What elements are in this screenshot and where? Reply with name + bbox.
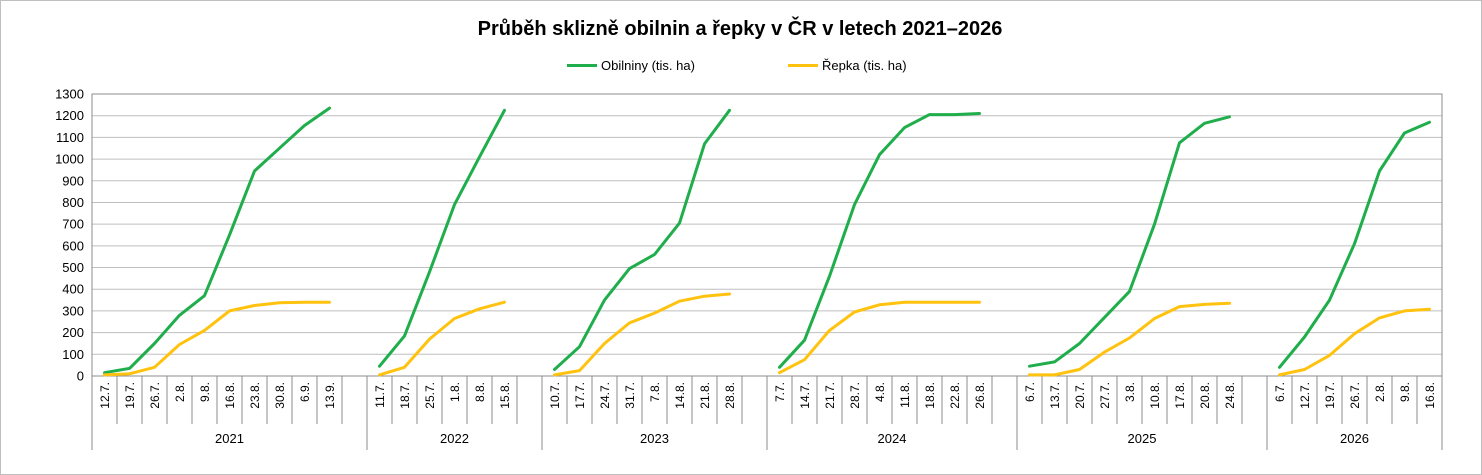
x-tick-label-2021-3: 2.8.	[173, 382, 187, 402]
y-tick-label-1100: 1100	[56, 130, 84, 145]
series-line-repka-2024	[778, 300, 981, 375]
y-tick-label-1200: 1200	[55, 108, 84, 123]
x-tick-label-2024-5: 11.8.	[898, 382, 912, 408]
x-tick-label-2025-4: 3.8.	[1123, 382, 1137, 402]
x-tick-label-2025-8: 24.8.	[1223, 382, 1237, 409]
year-label-2026: 2026	[1340, 431, 1369, 446]
series-line-obilniny-2025	[1028, 115, 1231, 368]
y-tick-label-200: 200	[62, 325, 84, 340]
x-tick-label-2024-4: 4.8.	[873, 382, 887, 402]
x-tick-label-2026-5: 9.8.	[1398, 382, 1412, 402]
series-line-repka-2026	[1278, 307, 1431, 377]
legend-swatch-obilniny	[567, 64, 597, 67]
x-tick-label-2022-2: 25.7.	[423, 382, 437, 409]
x-tick-label-2025-6: 17.8.	[1173, 382, 1187, 409]
x-tick-label-2024-1: 14.7.	[798, 382, 812, 409]
x-tick-label-2025-3: 27.7.	[1098, 382, 1112, 409]
y-tick-label-600: 600	[62, 238, 84, 253]
y-tick-label-300: 300	[62, 303, 84, 318]
x-tick-label-2023-6: 21.8.	[698, 382, 712, 409]
y-tick-label-1300: 1300	[55, 87, 84, 102]
series-line-obilniny-2021	[103, 106, 331, 375]
series-line-repka-2021	[103, 300, 331, 377]
chart-title: Průběh sklizně obilnin a řepky v ČR v le…	[477, 18, 1003, 40]
y-tick-label-100: 100	[62, 347, 84, 362]
x-tick-label-2021-5: 16.8.	[223, 382, 237, 409]
x-tick-label-2026-6: 16.8.	[1423, 382, 1437, 409]
y-tick-label-800: 800	[62, 195, 84, 210]
x-tick-label-2025-7: 20.8.	[1198, 382, 1212, 409]
series-line-repka-2025	[1028, 301, 1231, 377]
x-tick-label-2024-0: 7.7.	[773, 382, 787, 402]
x-tick-label-2026-4: 2.8.	[1373, 382, 1387, 402]
x-tick-label-2021-4: 9.8.	[198, 382, 212, 402]
x-tick-label-2023-0: 10.7.	[548, 382, 562, 409]
x-tick-label-2026-3: 26.7.	[1348, 382, 1362, 409]
x-tick-label-2024-2: 21.7.	[823, 382, 837, 409]
x-tick-label-2023-4: 7.8.	[648, 382, 662, 402]
series-line-repka-2023	[553, 292, 731, 377]
x-tick-label-2022-1: 18.7.	[398, 382, 412, 409]
x-tick-label-2025-1: 13.7.	[1048, 382, 1062, 409]
x-tick-label-2025-5: 10.8.	[1148, 382, 1162, 409]
x-tick-label-2023-1: 17.7.	[573, 382, 587, 409]
legend-item-repka: Řepka (tis. ha)	[788, 58, 907, 73]
y-tick-label-700: 700	[62, 217, 84, 232]
legend-label-obilniny: Obilniny (tis. ha)	[601, 58, 695, 73]
x-tick-label-2026-2: 19.7.	[1323, 382, 1337, 409]
year-label-2022: 2022	[440, 431, 469, 446]
y-tick-label-0: 0	[77, 369, 84, 384]
x-tick-label-2023-3: 31.7.	[623, 382, 637, 409]
x-tick-label-2021-7: 30.8.	[273, 382, 287, 409]
x-tick-label-2024-7: 22.8.	[948, 382, 962, 409]
x-tick-label-2022-5: 15.8.	[498, 382, 512, 409]
series-line-obilniny-2024	[778, 112, 981, 369]
y-tick-label-900: 900	[62, 173, 84, 188]
series-line-repka-2022	[378, 300, 506, 377]
legend-swatch-repka	[788, 64, 818, 67]
series-line-obilniny-2023	[553, 108, 731, 371]
series-line-obilniny-2022	[378, 108, 506, 368]
x-tick-label-2021-1: 19.7.	[123, 382, 137, 409]
y-tick-label-1000: 1000	[55, 152, 84, 167]
year-label-2025: 2025	[1128, 431, 1157, 446]
chart-legend: Obilniny (tis. ha) Řepka (tis. ha)	[0, 58, 1480, 78]
series-line-obilniny-2026	[1278, 120, 1431, 369]
x-tick-label-2023-7: 28.8.	[723, 382, 737, 409]
legend-item-obilniny: Obilniny (tis. ha)	[567, 58, 695, 73]
x-tick-label-2025-0: 6.7.	[1023, 382, 1037, 402]
x-tick-label-2021-8: 6.9.	[298, 382, 312, 402]
x-tick-label-2023-2: 24.7.	[598, 382, 612, 409]
x-tick-label-2023-5: 14.8.	[673, 382, 687, 409]
x-tick-label-2022-4: 8.8.	[473, 382, 487, 402]
year-label-2023: 2023	[640, 431, 669, 446]
x-tick-label-2024-6: 18.8.	[923, 382, 937, 409]
x-tick-label-2021-6: 23.8.	[248, 382, 262, 409]
x-tick-label-2022-0: 11.7.	[373, 382, 387, 408]
y-tick-label-500: 500	[62, 260, 84, 275]
legend-label-repka: Řepka (tis. ha)	[822, 58, 907, 73]
x-tick-label-2024-8: 26.8.	[973, 382, 987, 409]
x-tick-label-2025-2: 20.7.	[1073, 382, 1087, 409]
y-tick-label-400: 400	[62, 282, 84, 297]
x-tick-label-2021-2: 26.7.	[148, 382, 162, 409]
year-label-2021: 2021	[215, 431, 244, 446]
x-tick-label-2021-0: 12.7.	[98, 382, 112, 409]
x-tick-label-2026-1: 12.7.	[1298, 382, 1312, 409]
x-tick-label-2022-3: 1.8.	[448, 382, 462, 402]
x-tick-label-2021-9: 13.9.	[323, 382, 337, 409]
year-label-2024: 2024	[878, 431, 907, 446]
x-tick-label-2026-0: 6.7.	[1273, 382, 1287, 402]
x-tick-label-2024-3: 28.7.	[848, 382, 862, 409]
